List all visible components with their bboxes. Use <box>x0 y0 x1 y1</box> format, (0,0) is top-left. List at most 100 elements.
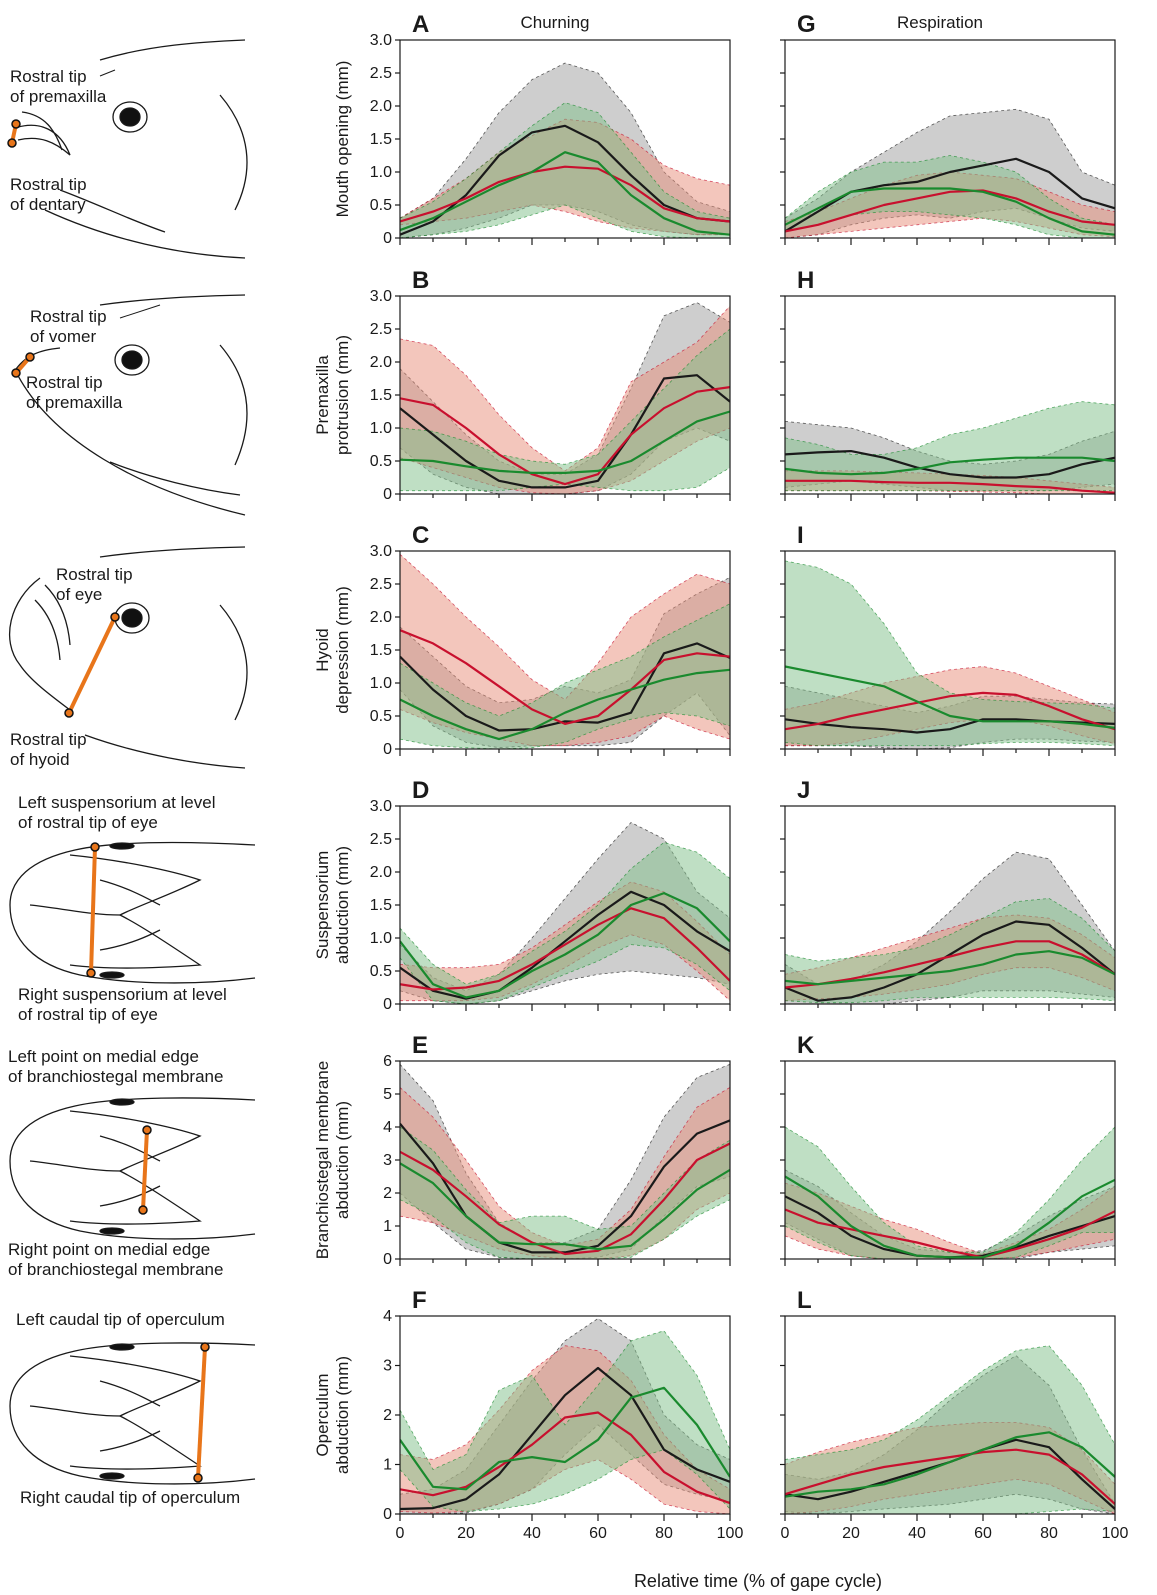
chart-panel-d: 0 0.5 1.0 1.5 2.0 2.5 3.0 D Suspensorium abductio… <box>313 777 731 1013</box>
band-edge-lower-green <box>400 204 730 238</box>
band-edge-lower-black <box>400 970 730 1004</box>
mean-line-black <box>785 450 1115 479</box>
chart-plot-area <box>785 108 1115 238</box>
diagram-label: Right caudal tip of operculum <box>20 1488 240 1507</box>
diagram-branchiostegal-abduction <box>9 1097 256 1240</box>
chart-panel-a: 0 0.5 1.0 1.5 2.0 2.5 3.0 A Churning Mouth openin… <box>333 11 731 247</box>
eye-bump <box>109 1098 135 1106</box>
jaw-lines <box>84 734 246 769</box>
diagram-label: Rostral tip <box>30 307 107 326</box>
error-band-green <box>785 155 1115 238</box>
y-tick-label: 2 <box>383 1407 392 1424</box>
mean-line-red <box>400 629 730 726</box>
x-tick-label: 0 <box>781 1525 790 1542</box>
error-band-green <box>400 842 730 1004</box>
diagram-label: Rostral tip <box>10 730 87 749</box>
band-edge-lower-green <box>785 997 1115 1004</box>
mean-line-green <box>400 1162 730 1251</box>
panel-letter: F <box>412 1287 427 1314</box>
eye-pupil <box>121 350 143 370</box>
band-edge-upper-black <box>400 62 730 219</box>
eye-outline <box>114 344 150 376</box>
diagram-label: of branchiostegal membrane <box>8 1260 223 1279</box>
landmark-line <box>67 616 117 714</box>
diagram-label: Rostral tip <box>56 565 133 584</box>
diagram-label: Rostral tip <box>10 67 87 86</box>
y-tick-label: 1.5 <box>370 131 392 148</box>
landmark-point <box>25 352 35 362</box>
mean-line-red <box>785 189 1115 233</box>
y-tick-label: 0.5 <box>370 963 392 980</box>
error-band-green <box>400 1330 730 1512</box>
mean-line-black <box>400 1366 730 1511</box>
mean-line-green <box>400 891 730 999</box>
panel-letter: B <box>412 267 429 294</box>
chart-panel-b: 0 0.5 1.0 1.5 2.0 2.5 3.0 B Premaxilla protrusion… <box>313 267 731 503</box>
chart-panel-c: 0 0.5 1.0 1.5 2.0 2.5 3.0 C Hyoid depression (mm) <box>313 522 731 758</box>
band-edge-upper-red <box>400 881 730 969</box>
inner-outline <box>69 1110 202 1225</box>
diagram-label: of branchiostegal membrane <box>8 1067 223 1086</box>
chart-panel-e: 0 1 2 3 4 5 6 E Branchiostegal membrane abduction… <box>313 1032 731 1268</box>
y-tick-label: 5 <box>383 1086 392 1103</box>
y-tick-label: 3.0 <box>370 288 392 305</box>
eye-bump <box>99 1472 125 1480</box>
mean-line-green <box>785 950 1115 986</box>
mean-line-red <box>785 940 1115 989</box>
landmark-point <box>90 842 100 852</box>
column-title: Churning <box>521 13 590 32</box>
y-tick-label: 1.5 <box>370 387 392 404</box>
mean-line-green <box>785 1431 1115 1498</box>
y-tick-label: 1.0 <box>370 420 392 437</box>
y-axis-label: Suspensorium <box>313 851 332 960</box>
panel-letter: K <box>797 1032 815 1059</box>
band-edge-upper-red <box>400 554 730 701</box>
diagram-operculum-abduction <box>9 1342 256 1485</box>
mean-line-black <box>400 374 730 489</box>
y-tick-label: 3 <box>383 1152 392 1169</box>
band-edge-upper-red <box>785 1182 1115 1255</box>
error-band-green <box>785 1345 1115 1514</box>
y-tick-label: 2.0 <box>370 354 392 371</box>
y-tick-label: 3.0 <box>370 32 392 49</box>
mean-line-green <box>400 151 730 236</box>
chart-plot-area <box>785 401 1115 494</box>
x-tick-label: 60 <box>589 1525 607 1542</box>
band-edge-lower-red <box>400 709 730 747</box>
gill-curve <box>219 604 248 721</box>
landmark-line <box>196 1346 207 1479</box>
mean-line-red <box>785 1208 1115 1259</box>
eye-pupil <box>121 608 143 628</box>
band-edge-lower-green <box>785 742 1115 747</box>
head-outline <box>9 1342 256 1485</box>
band-edge-upper-red <box>400 1087 730 1247</box>
head-outline <box>9 1097 256 1240</box>
band-edge-lower-green <box>400 1449 730 1512</box>
snout-outline <box>8 577 71 711</box>
chart-panel-j: J <box>780 777 1116 1011</box>
diagram-label: of rostral tip of eye <box>18 813 158 832</box>
y-tick-label: 3 <box>383 1358 392 1375</box>
y-axis-label: depression (mm) <box>333 586 352 714</box>
chart-panel-i: I <box>780 522 1116 756</box>
y-tick-label: 4 <box>383 1308 392 1325</box>
chart-panel-l: 0 20 40 60 80 100 L <box>780 1287 1128 1542</box>
band-edge-upper-green <box>785 1126 1115 1253</box>
error-band-green <box>785 560 1115 746</box>
panel-letter: D <box>412 777 429 804</box>
y-tick-label: 4 <box>383 1119 392 1136</box>
y-tick-label: 0 <box>383 486 392 503</box>
diagram-label: Right suspensorium at level <box>18 985 227 1004</box>
jaw-lines <box>14 369 246 516</box>
x-tick-label: 80 <box>1040 1525 1058 1542</box>
chart-plot-area <box>785 1126 1115 1259</box>
landmark-point <box>142 1125 152 1135</box>
y-tick-label: 2.5 <box>370 831 392 848</box>
chart-plot-area <box>785 851 1115 1004</box>
inner-outline <box>69 1355 202 1470</box>
chart-panel-k: K <box>780 1032 1116 1266</box>
mean-line-red <box>400 386 730 486</box>
mean-line-red <box>400 907 730 991</box>
jaw-lines <box>44 209 246 259</box>
